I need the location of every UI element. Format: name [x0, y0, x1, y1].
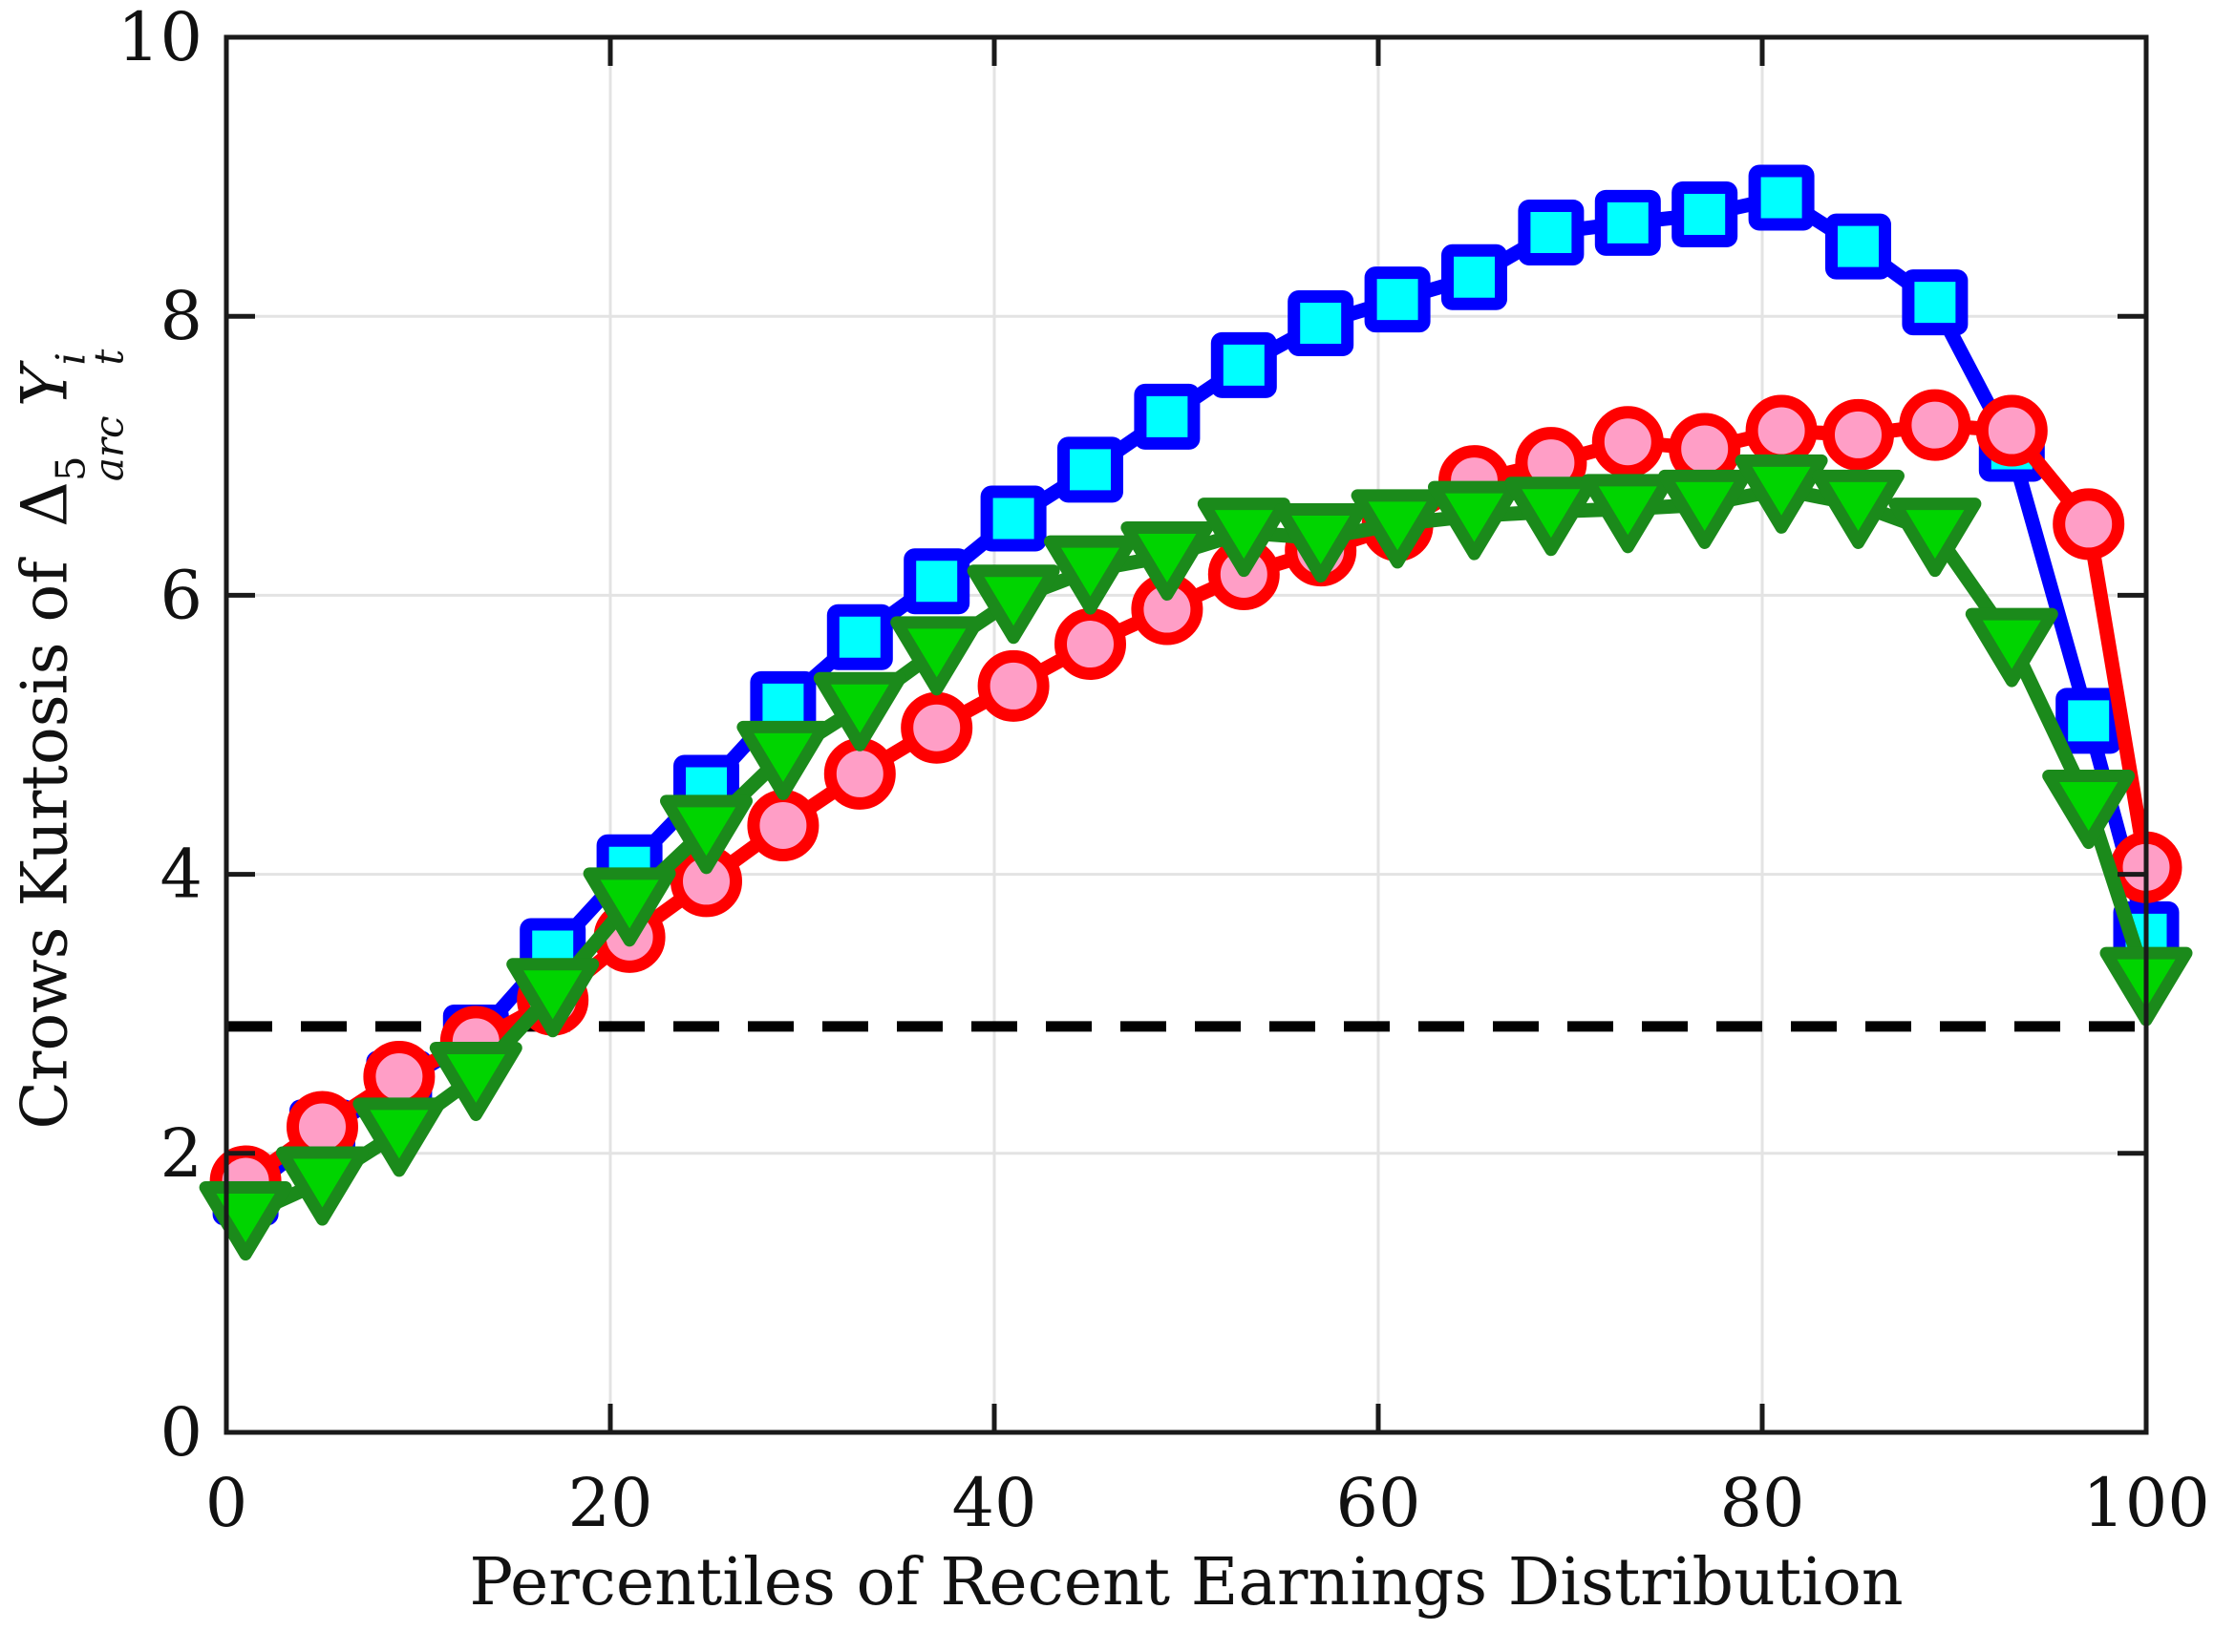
green-triangles-marker	[429, 1041, 522, 1121]
blue-squares-marker	[980, 485, 1047, 552]
delta-symbol: Δ	[8, 481, 82, 527]
green-triangles-marker	[890, 616, 984, 696]
x-tick-label: 60	[1335, 1464, 1420, 1542]
green-triangles-marker	[1044, 535, 1137, 615]
y-subscript: t	[85, 349, 133, 366]
red-circles-marker	[1591, 406, 1664, 478]
blue-squares-marker	[1134, 383, 1201, 450]
x-tick-label: 40	[951, 1464, 1036, 1542]
green-triangles-marker	[736, 720, 830, 800]
x-axis-label: Percentiles of Recent Earnings Distribut…	[469, 1545, 1904, 1620]
green-triangles-marker	[1888, 498, 1982, 578]
red-circles-marker	[1975, 394, 2048, 467]
x-tick-label: 100	[2082, 1464, 2210, 1542]
green-triangles-marker	[1274, 502, 1368, 582]
blue-squares-marker	[826, 604, 893, 670]
green-triangles-marker	[276, 1146, 369, 1226]
green-triangles-marker	[1965, 607, 2058, 688]
green-triangles-marker	[967, 564, 1060, 645]
y-tick-label: 4	[160, 836, 202, 914]
red-circles-marker	[363, 1040, 436, 1112]
blue-squares-marker	[1518, 200, 1585, 266]
blue-squares-marker	[1902, 269, 1969, 336]
green-triangles-marker	[660, 794, 753, 875]
red-circles-marker	[1745, 394, 1818, 467]
blue-squares-line	[238, 190, 2154, 1200]
blue-squares-marker	[1671, 181, 1738, 248]
green-triangles-marker	[1504, 477, 1598, 557]
red-circles-marker	[747, 789, 820, 861]
green-triangles-marker	[1735, 454, 1828, 534]
y-superscript: i	[47, 352, 95, 366]
green-triangles-marker	[583, 867, 676, 947]
y-axis-label-text: Crows Kurtosis of	[8, 540, 82, 1130]
blue-squares-marker	[1210, 331, 1277, 398]
red-circles-marker	[823, 737, 896, 810]
y-tick-label: 8	[160, 277, 202, 355]
x-tick-label: 0	[205, 1464, 248, 1542]
blue-squares-marker	[1441, 244, 1507, 310]
green-triangles-marker	[352, 1097, 446, 1177]
blue-squares-marker	[2055, 688, 2122, 754]
axes-box	[224, 34, 2149, 1435]
green-triangles-marker	[1120, 520, 1214, 601]
green-triangles-marker	[1812, 469, 1905, 549]
delta-superscript: 5	[47, 455, 95, 482]
blue-squares-marker	[1288, 290, 1354, 357]
blue-squares-marker	[1825, 213, 1891, 280]
blue-squares-marker	[1594, 189, 1661, 256]
x-tick-label: 20	[567, 1464, 652, 1542]
y-tick-label: 2	[160, 1114, 202, 1193]
red-circles-marker	[2053, 488, 2125, 561]
red-circles-marker	[977, 649, 1050, 722]
x-tick-label: 80	[1719, 1464, 1804, 1542]
red-circles-marker	[1669, 413, 1741, 485]
green-triangles-marker	[1351, 489, 1444, 569]
green-triangles-marker	[813, 671, 906, 752]
y-tick-label: 6	[160, 556, 202, 634]
y-tick-label: 10	[117, 0, 202, 76]
blue-squares-marker	[904, 548, 970, 615]
green-triangles-marker	[1428, 480, 1521, 561]
delta-scripts: 5 arc	[47, 415, 133, 482]
green-triangles-marker	[1581, 474, 1674, 554]
y-symbol: Y	[8, 365, 82, 408]
y-tick-label: 0	[160, 1393, 202, 1472]
red-circles-marker	[1054, 608, 1126, 681]
red-circles-marker	[901, 691, 973, 764]
blue-squares-marker	[1057, 436, 1123, 503]
green-triangles-marker	[1658, 469, 1752, 549]
delta-subscript: arc	[85, 415, 133, 482]
blue-squares-marker	[1748, 164, 1815, 231]
green-triangles-marker	[1197, 498, 1290, 578]
blue-squares-marker	[1364, 266, 1431, 333]
red-circles-marker	[1822, 398, 1894, 471]
green-triangles-marker	[506, 958, 600, 1038]
red-circles-marker	[1899, 389, 1971, 461]
green-triangles-marker	[2042, 770, 2136, 850]
